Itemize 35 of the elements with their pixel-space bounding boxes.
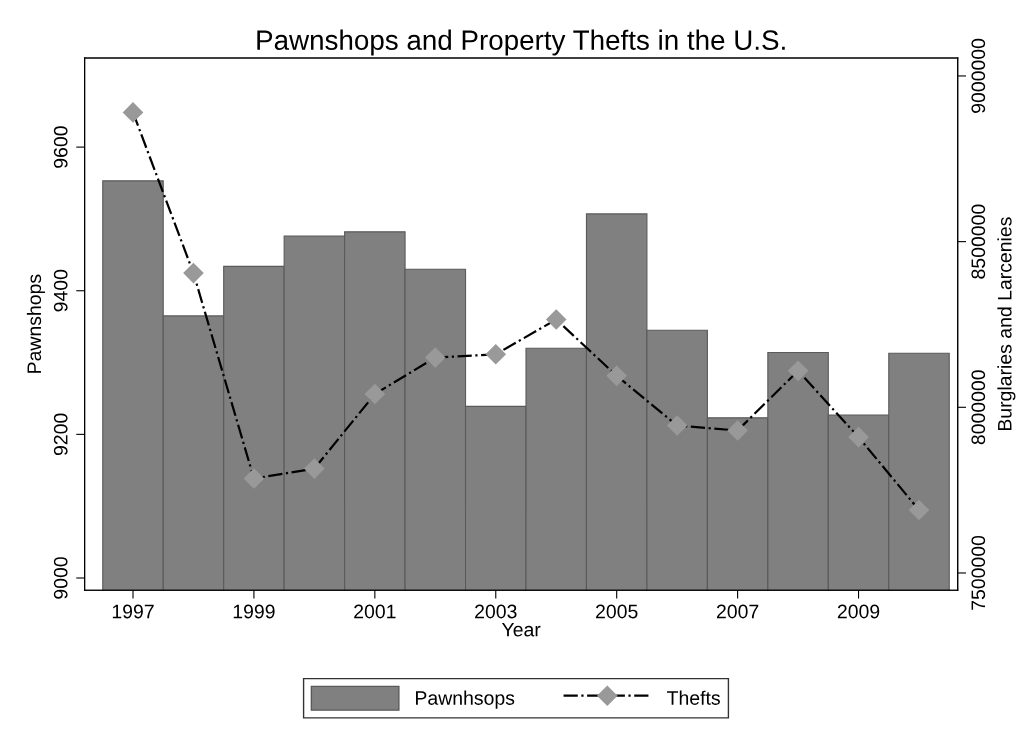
legend-label: Thefts (667, 690, 720, 705)
point (485, 343, 507, 365)
y-tick-label: 9600 (53, 126, 68, 168)
x-tick-label: 2009 (837, 604, 880, 619)
y2-tick-label: 7500000 (971, 535, 986, 610)
y2-tick-label: 8500000 (971, 204, 986, 279)
point (908, 499, 930, 521)
point (425, 347, 446, 368)
x-tick-label: 2003 (475, 604, 517, 619)
y-tick-label: 9200 (53, 413, 68, 456)
chart-title: Pawnshops and Property Thefts in the U.S. (257, 29, 785, 56)
x-tick-label: 2007 (716, 604, 759, 619)
legend-label: Pawnhsops (416, 690, 515, 709)
point (606, 365, 627, 387)
point (848, 426, 869, 448)
x-axis-title: Year (501, 622, 541, 637)
y-axis-title: Pawnshops (26, 274, 45, 373)
point (545, 309, 567, 330)
x-tick-label: 2001 (354, 604, 396, 619)
x-tick-label: 2005 (596, 604, 638, 619)
point (787, 360, 809, 382)
point (304, 458, 325, 479)
x-tick-label: 1997 (112, 604, 154, 619)
point (122, 102, 144, 123)
point (666, 415, 688, 436)
point (183, 262, 204, 284)
point (364, 383, 386, 405)
y2-tick-label: 8000000 (971, 370, 986, 445)
y-tick-label: 9400 (53, 269, 68, 312)
y2-axis-title: Burglaries and Larcenies (997, 217, 1016, 431)
y2-tick-label: 9000000 (971, 38, 986, 113)
y-tick-label: 9000 (53, 557, 68, 599)
point (727, 420, 748, 441)
point (243, 468, 265, 489)
x-tick-label: 1999 (233, 604, 275, 619)
